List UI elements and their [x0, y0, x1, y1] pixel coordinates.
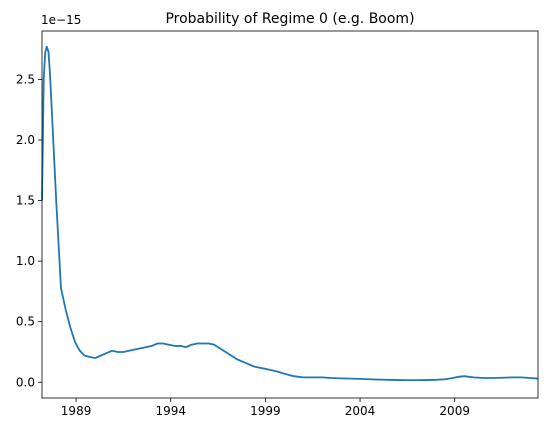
y-tick-label: 2.0 [16, 133, 35, 147]
data-series-line [41, 45, 539, 382]
y-tick-label: 0.0 [16, 375, 35, 389]
x-tick-label: 2004 [345, 404, 376, 418]
y-tick-label: 2.5 [16, 72, 35, 86]
y-offset-text: 1e−15 [41, 13, 81, 27]
y-tick-label: 1.5 [16, 194, 35, 208]
chart-title: Probability of Regime 0 (e.g. Boom) [165, 11, 414, 27]
plot-frame [41, 30, 539, 399]
y-tick-label: 0.5 [16, 315, 35, 329]
x-tick-label: 2009 [439, 404, 470, 418]
y-tick-label: 1.0 [16, 254, 35, 268]
x-tick-label: 1989 [61, 404, 92, 418]
x-tick-label: 1994 [155, 404, 186, 418]
x-tick-label: 1999 [250, 404, 281, 418]
